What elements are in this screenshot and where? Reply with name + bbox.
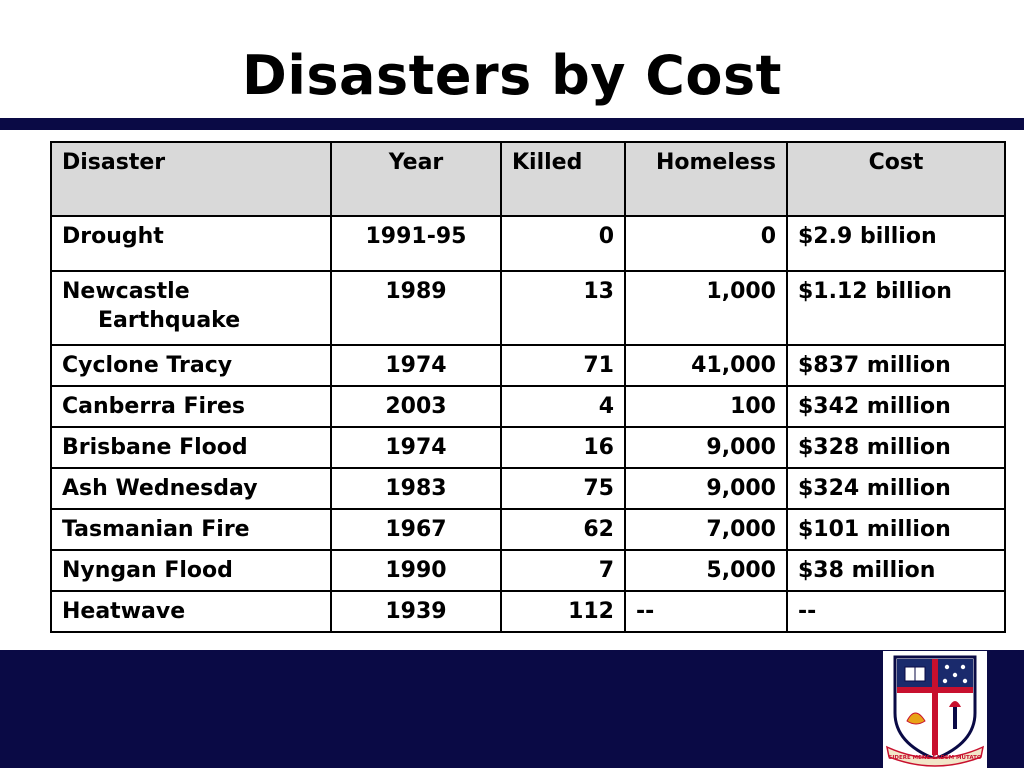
table-row: Drought 1991-95 0 0 $2.9 billion [50,215,1006,272]
cell-year: 1990 [330,549,502,592]
cell-homeless: 0 [624,215,788,272]
cell-homeless: 1,000 [624,270,788,346]
cell-homeless: 100 [624,385,788,428]
cell-disaster: Ash Wednesday [50,467,332,510]
cell-disaster: Nyngan Flood [50,549,332,592]
table-row: Cyclone Tracy 1974 71 41,000 $837 millio… [50,344,1006,387]
column-header-year: Year [330,141,502,217]
cell-cost: $328 million [786,426,1006,469]
cell-killed: 4 [500,385,626,428]
cell-killed: 7 [500,549,626,592]
cell-cost: $837 million [786,344,1006,387]
cell-disaster: Tasmanian Fire [50,508,332,551]
cell-homeless: 7,000 [624,508,788,551]
cell-year: 1974 [330,426,502,469]
crest-motto: SIDERE MENS EADEM MUTATO [888,755,982,761]
cell-disaster: Brisbane Flood [50,426,332,469]
column-header-disaster: Disaster [50,141,332,217]
cell-year: 1974 [330,344,502,387]
table-row: Nyngan Flood 1990 7 5,000 $38 million [50,549,1006,592]
cell-homeless: -- [624,590,788,633]
cell-killed: 71 [500,344,626,387]
cell-homeless: 41,000 [624,344,788,387]
cell-year: 1989 [330,270,502,346]
cell-disaster: Newcastle Earthquake [50,270,332,346]
university-crest-icon: SIDERE MENS EADEM MUTATO [883,651,987,768]
cell-killed: 112 [500,590,626,633]
table-row: Tasmanian Fire 1967 62 7,000 $101 millio… [50,508,1006,551]
cell-cost: $342 million [786,385,1006,428]
cell-year: 1967 [330,508,502,551]
table-header-row: Disaster Year Killed Homeless Cost [50,141,1006,217]
table-row: Heatwave 1939 112 -- -- [50,590,1006,633]
cell-year: 1991-95 [330,215,502,272]
disasters-table: Disaster Year Killed Homeless Cost Droug… [50,141,1006,633]
cell-cost: $324 million [786,467,1006,510]
cell-killed: 62 [500,508,626,551]
column-header-cost: Cost [786,141,1006,217]
cell-cost: $38 million [786,549,1006,592]
cell-cost: $1.12 billion [786,270,1006,346]
crest-shield-icon: SIDERE MENS EADEM MUTATO [885,655,985,767]
cell-disaster: Drought [50,215,332,272]
cell-year: 2003 [330,385,502,428]
cell-disaster: Heatwave [50,590,332,633]
cell-year: 1983 [330,467,502,510]
cell-disaster-line1: Newcastle [62,279,190,304]
table-row: Brisbane Flood 1974 16 9,000 $328 millio… [50,426,1006,469]
column-header-homeless: Homeless [624,141,788,217]
slide-title: Disasters by Cost [242,44,782,107]
cell-cost: -- [786,590,1006,633]
cell-disaster: Canberra Fires [50,385,332,428]
cell-killed: 75 [500,467,626,510]
table-row: Canberra Fires 2003 4 100 $342 million [50,385,1006,428]
cell-homeless: 5,000 [624,549,788,592]
cell-cost: $2.9 billion [786,215,1006,272]
cell-year: 1939 [330,590,502,633]
cell-homeless: 9,000 [624,426,788,469]
column-header-killed: Killed [500,141,626,217]
cell-disaster-line2: Earthquake [98,308,241,333]
cell-disaster: Cyclone Tracy [50,344,332,387]
cell-cost: $101 million [786,508,1006,551]
table-row: Ash Wednesday 1983 75 9,000 $324 million [50,467,1006,510]
cell-killed: 13 [500,270,626,346]
title-divider [0,118,1024,130]
table-row: Newcastle Earthquake 1989 13 1,000 $1.12… [50,270,1006,346]
footer-band [0,650,1024,768]
cell-killed: 16 [500,426,626,469]
cell-homeless: 9,000 [624,467,788,510]
cell-killed: 0 [500,215,626,272]
